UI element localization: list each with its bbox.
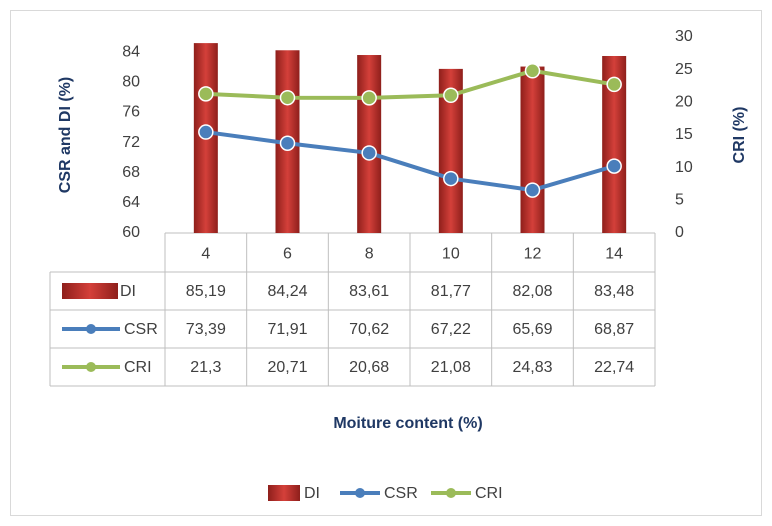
table-series-name: CRI (124, 359, 152, 376)
table-cell: 20,71 (267, 359, 307, 376)
point (361, 145, 377, 161)
y2-tick-label: 5 (675, 192, 684, 209)
y-tick-label: 80 (122, 73, 140, 90)
point (524, 182, 541, 198)
table-series-name: CSR (124, 321, 158, 338)
table-cell: 24,83 (512, 359, 552, 376)
y-tick-label: 64 (122, 194, 140, 211)
table-cell: 73,39 (186, 321, 226, 338)
table-cell: 83,48 (594, 283, 634, 300)
legend-label: DI (304, 485, 320, 502)
table-legend-key (62, 283, 118, 299)
table-cell: 20,68 (349, 359, 389, 376)
legend-label: CSR (384, 485, 418, 502)
table-legend-key (86, 362, 96, 372)
point (443, 87, 459, 104)
x-tick-label: 4 (201, 246, 210, 263)
y-tick-label: 76 (122, 104, 140, 121)
point (606, 76, 622, 93)
table-cell: 21,3 (190, 359, 221, 376)
y2-tick-label: 0 (675, 224, 684, 241)
x-tick-label: 12 (524, 246, 542, 263)
x-tick-label: 8 (365, 246, 374, 263)
point (524, 63, 541, 79)
legend-label: CRI (475, 485, 503, 502)
x-tick-label: 10 (442, 246, 460, 263)
x-tick-label: 6 (283, 246, 292, 263)
y2-axis-title: CRI (%) (731, 107, 748, 164)
table-cell: 21,08 (431, 359, 471, 376)
table-cell: 70,62 (349, 321, 389, 338)
line (205, 130, 615, 193)
table-cell: 83,61 (349, 283, 389, 300)
y-tick-label: 84 (122, 43, 140, 60)
legend-key (446, 488, 456, 498)
point (279, 89, 296, 106)
point (443, 170, 459, 187)
x-axis-title: Moiture content (%) (333, 415, 482, 432)
y2-tick-label: 20 (675, 94, 693, 111)
y-tick-label: 72 (122, 134, 140, 151)
table-cell: 82,08 (512, 283, 552, 300)
bar (357, 55, 382, 233)
y2-tick-label: 25 (675, 61, 693, 78)
point (606, 158, 622, 174)
point (279, 135, 296, 151)
table-cell: 67,22 (431, 321, 471, 338)
table-cell: 85,19 (186, 283, 226, 300)
point (198, 124, 214, 140)
table-cell: 71,91 (267, 321, 307, 338)
x-tick-label: 14 (605, 246, 623, 263)
table-cell: 84,24 (267, 283, 307, 300)
legend-key (268, 485, 300, 501)
y-tick-label: 60 (122, 224, 140, 241)
table-cell: 22,74 (594, 359, 634, 376)
table-cell: 65,69 (512, 321, 552, 338)
legend-key (355, 488, 365, 498)
y-tick-label: 68 (122, 164, 140, 181)
chart-border (10, 10, 762, 516)
y2-tick-label: 15 (675, 126, 693, 143)
table-cell: 81,77 (431, 283, 471, 300)
table-series-name: DI (120, 283, 136, 300)
y2-tick-label: 30 (675, 28, 693, 45)
y-axis-title: CSR and DI (%) (57, 77, 74, 193)
table-legend-key (86, 324, 96, 334)
point (361, 90, 377, 106)
point (198, 86, 214, 102)
y2-tick-label: 10 (675, 159, 693, 176)
table-cell: 68,87 (594, 321, 634, 338)
line (205, 68, 615, 100)
bar (520, 66, 545, 233)
